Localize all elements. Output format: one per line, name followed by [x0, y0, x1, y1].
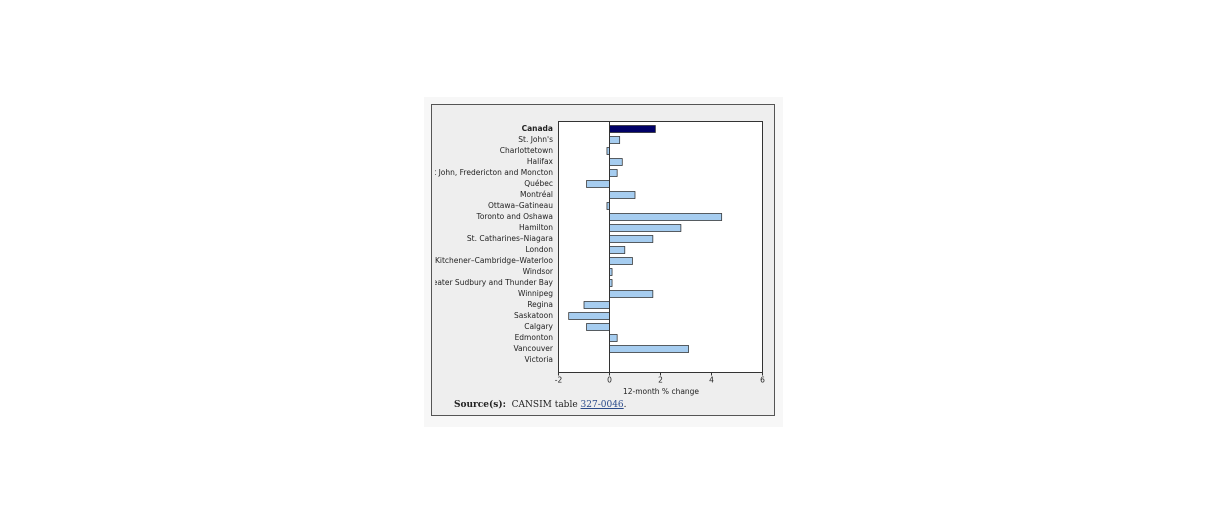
- y-tick-label: Calgary: [524, 322, 553, 331]
- source-link[interactable]: 327-0046: [580, 400, 624, 410]
- y-tick-label: Hamilton: [519, 223, 553, 232]
- bar: [609, 290, 654, 298]
- x-tick-label: 0: [607, 376, 612, 385]
- y-tick-label: Greater Sudbury and Thunder Bay: [424, 278, 554, 287]
- y-tick-label: Saskatoon: [514, 311, 553, 320]
- x-tick-label: 6: [760, 376, 765, 385]
- bar: [586, 180, 610, 188]
- y-tick-label: Montréal: [520, 190, 553, 199]
- bar: [609, 224, 682, 232]
- x-axis-label: 12-month % change: [623, 387, 699, 396]
- bar: [609, 169, 618, 177]
- bar: [609, 257, 633, 265]
- y-tick-label: Charlottetown: [500, 146, 554, 155]
- y-tick-label: Regina: [527, 300, 553, 309]
- y-tick-label: Québec: [524, 179, 553, 188]
- bar: [583, 301, 610, 309]
- source-label: Source(s):: [454, 400, 506, 410]
- y-tick-label: Ottawa–Gatineau: [488, 201, 553, 210]
- source-text: CANSIM table: [511, 400, 578, 410]
- bar: [609, 235, 654, 243]
- y-tick-label: Victoria: [525, 355, 553, 364]
- y-tick-label: Saint John, Fredericton and Moncton: [417, 168, 553, 177]
- bar: [586, 323, 610, 331]
- bar: [568, 312, 610, 320]
- bar: [609, 136, 621, 144]
- y-tick-label: St. John's: [518, 135, 553, 144]
- y-tick-label: Kitchener–Cambridge–Waterloo: [435, 256, 553, 265]
- bar: [609, 125, 656, 133]
- y-tick-label: Winnipeg: [518, 289, 553, 298]
- plot-area: [558, 121, 763, 373]
- y-tick-label: Canada: [522, 124, 553, 133]
- y-tick-label: Windsor: [523, 267, 554, 276]
- bar: [609, 191, 636, 199]
- bar: [609, 334, 618, 342]
- y-tick-label: Halifax: [527, 157, 554, 166]
- x-tick-label: 4: [709, 376, 714, 385]
- x-tick-label: -2: [555, 376, 563, 385]
- bar: [609, 158, 623, 166]
- bar: [609, 246, 626, 254]
- source-end: .: [623, 400, 627, 410]
- x-tick-label: 2: [658, 376, 663, 385]
- y-tick-label: Vancouver: [514, 344, 554, 353]
- y-tick-label: Edmonton: [515, 333, 554, 342]
- bar: [609, 345, 689, 353]
- source-note: Source(s): CANSIM table 327-0046.: [454, 400, 627, 410]
- y-tick-label: Toronto and Oshawa: [476, 212, 553, 221]
- bar: [609, 213, 723, 221]
- y-tick-label: St. Catharines–Niagara: [467, 234, 553, 243]
- y-tick-label: London: [526, 245, 554, 254]
